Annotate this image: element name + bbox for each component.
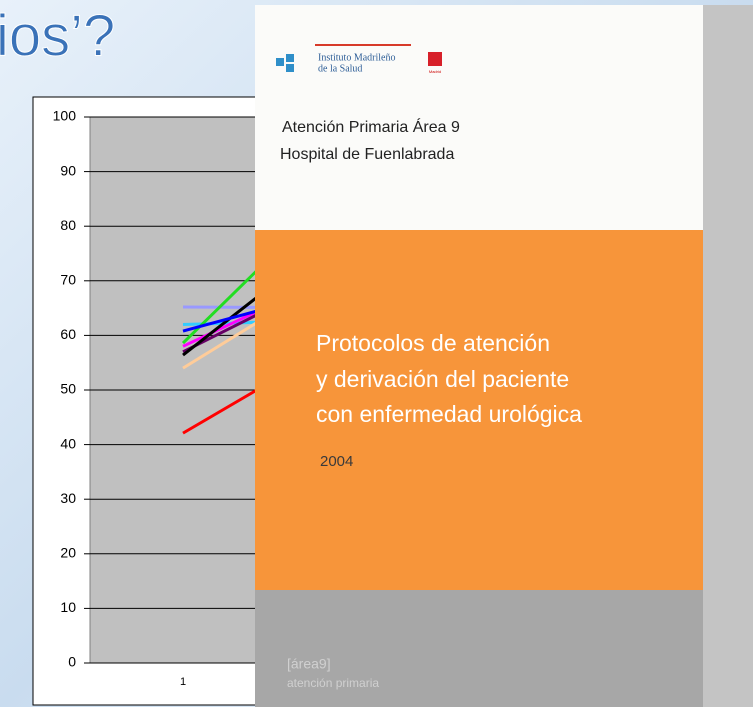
org: Hospital de Fuenlabrada [280,146,454,163]
madrid-logo [428,52,442,66]
y-tick-label: 40 [60,435,76,451]
y-tick-label: 0 [68,654,76,670]
institute: Instituto Madrileño [318,52,396,63]
year: 2004 [320,453,353,470]
y-tick-label: 30 [60,490,76,506]
y-tick-label: 60 [60,326,76,342]
logo [286,64,294,72]
y-tick-label: 10 [60,599,76,615]
cover-band [255,230,703,590]
cover-bottom [255,590,703,707]
slide-title: ios’? [0,3,115,68]
y-tick-label: 50 [60,381,76,397]
y-tick-label: 90 [60,162,76,178]
cover-title: y derivación del paciente [316,366,569,392]
cover-title: con enfermedad urológica [316,401,582,427]
y-tick-label: 20 [60,545,76,561]
y-tick-label: 70 [60,272,76,288]
x-tick-label: 1 [180,676,186,688]
brand: atención primaria [287,676,379,690]
institute: de la Salud [318,63,362,74]
logo [276,58,284,66]
region: Madrid [429,69,441,74]
cover-title: Protocolos de atención [316,330,550,356]
y-tick-label: 100 [53,108,77,124]
org: Atención Primaria Área 9 [282,117,460,136]
cover: Instituto Madrileño de la Salud Madrid A… [255,5,753,707]
logo [286,54,294,62]
y-tick-label: 80 [60,217,76,233]
cover-top [255,5,703,230]
cover-edge [703,5,753,707]
brand: [área9] [287,656,331,672]
